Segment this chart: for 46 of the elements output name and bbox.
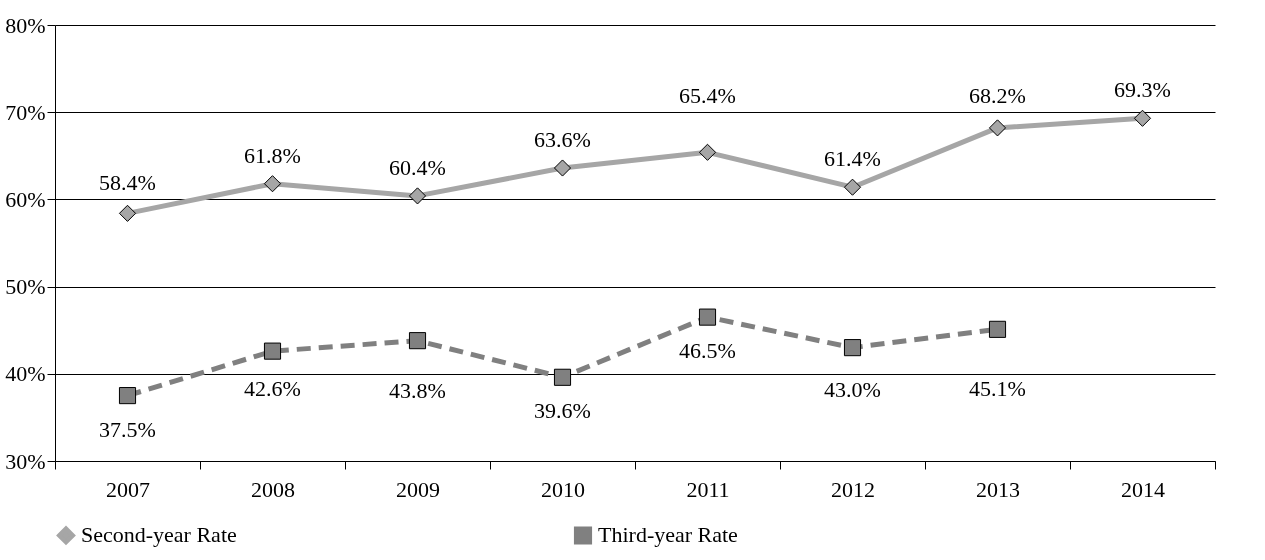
x-tick-label: 2009 [396, 476, 440, 502]
legend-label: Third-year Rate [598, 522, 738, 548]
x-tick-label: 2008 [251, 476, 295, 502]
y-tick-label: 70% [5, 99, 46, 125]
data-label: 61.8% [244, 142, 301, 168]
y-tick-label: 80% [5, 12, 46, 38]
point [698, 143, 717, 161]
x-tick-label: 2011 [686, 476, 730, 502]
point [988, 119, 1007, 137]
data-label: 60.4% [389, 154, 446, 180]
point [843, 339, 862, 357]
y-tick-label: 30% [5, 448, 46, 474]
point [553, 368, 572, 386]
x-tick-label: 2012 [831, 476, 875, 502]
data-label: 65.4% [679, 83, 736, 109]
point [263, 342, 282, 360]
y-tick-label: 60% [5, 186, 46, 212]
x-tick-label: 2010 [541, 476, 585, 502]
point [408, 187, 427, 205]
legend-label: Second-year Rate [81, 522, 237, 548]
data-label: 39.6% [534, 398, 591, 424]
point [698, 308, 717, 326]
x-tick-label: 2007 [106, 476, 150, 502]
point [263, 175, 282, 193]
point [843, 178, 862, 196]
data-label: 43.0% [824, 376, 881, 402]
point [1133, 109, 1152, 127]
point [118, 387, 137, 405]
y-tick-label: 40% [5, 361, 46, 387]
data-label: 37.5% [99, 416, 156, 442]
point [118, 204, 137, 222]
data-label: 46.5% [679, 338, 736, 364]
data-label: 68.2% [969, 82, 1026, 108]
data-label: 42.6% [244, 376, 301, 402]
data-label: 63.6% [534, 127, 591, 153]
data-label: 58.4% [99, 170, 156, 196]
data-label: 43.8% [389, 377, 446, 403]
point [553, 159, 572, 177]
x-tick-label: 2014 [1121, 476, 1165, 502]
data-label: 61.4% [824, 146, 881, 172]
point [988, 320, 1007, 338]
point [408, 332, 427, 350]
data-label: 69.3% [1114, 77, 1171, 103]
x-tick-label: 2013 [976, 476, 1020, 502]
data-label: 45.1% [969, 376, 1026, 402]
y-tick-label: 50% [5, 274, 46, 300]
